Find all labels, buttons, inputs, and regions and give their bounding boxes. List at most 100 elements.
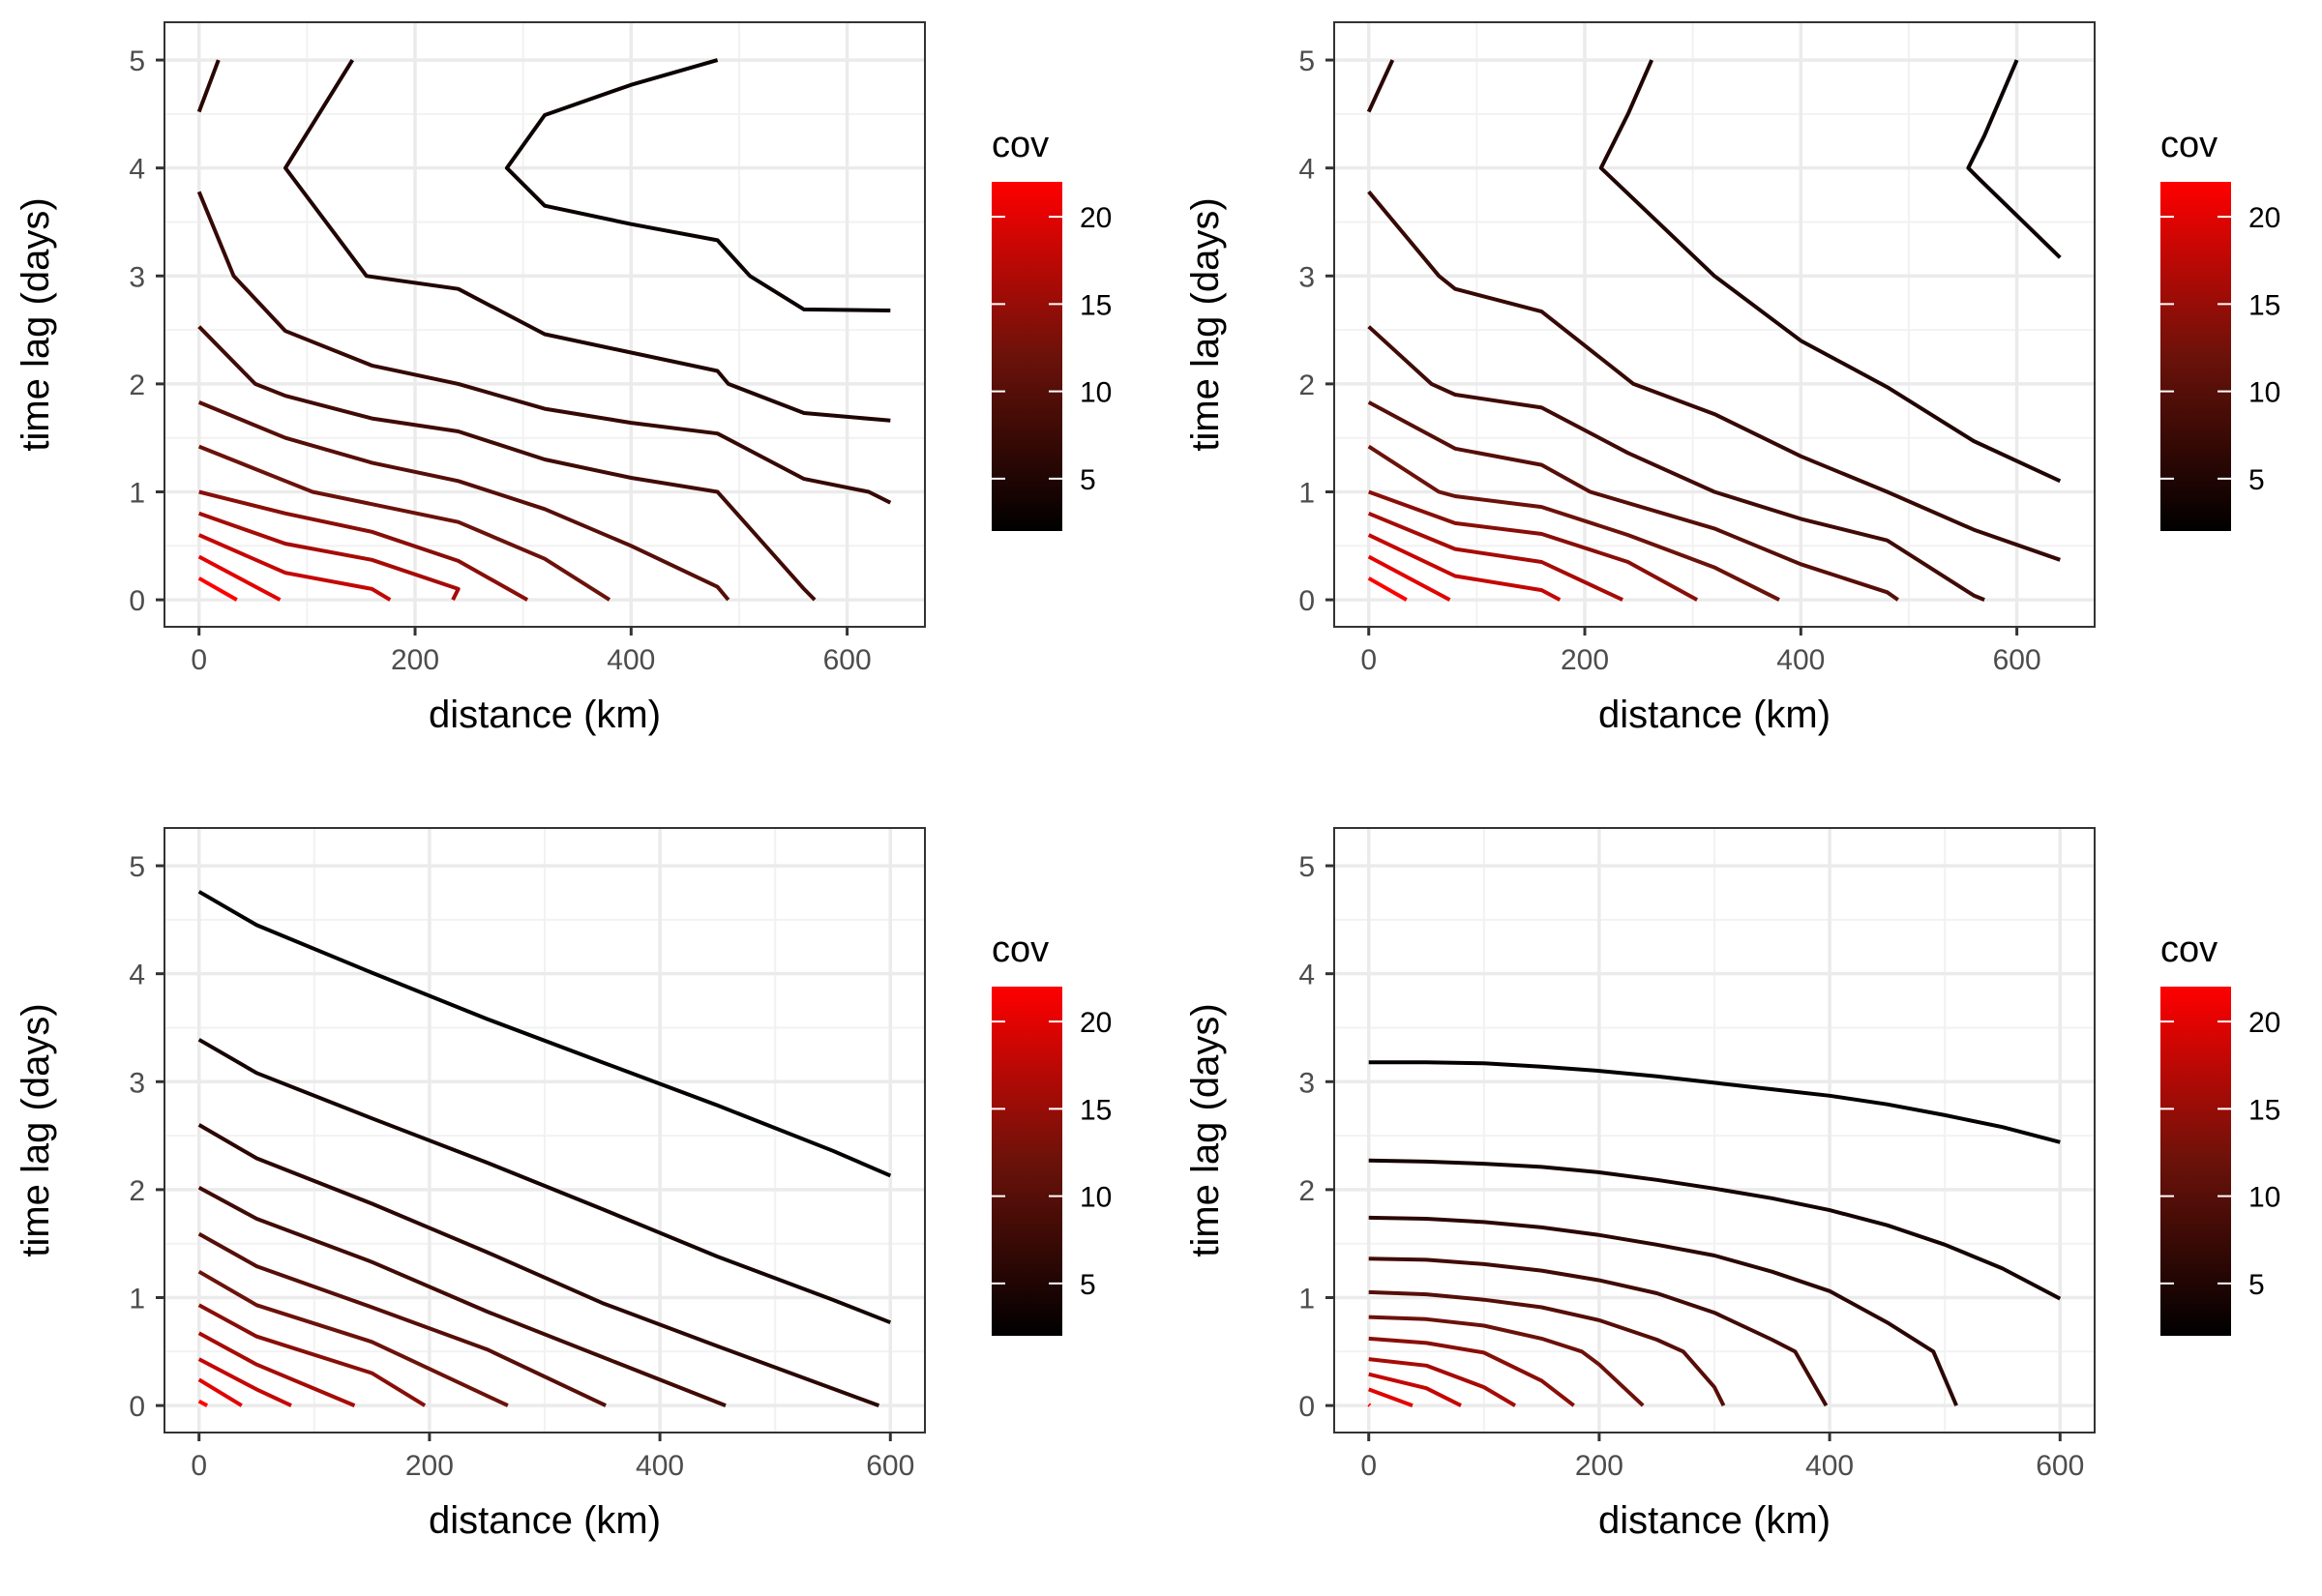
panel-top-right: 0 200 400 600 0 1 2 3 4 5 distance (km) time lag (d… — [1184, 21, 2280, 736]
x-tick-label: 400 — [1776, 644, 1825, 676]
y-tick-label: 4 — [1298, 960, 1315, 991]
y-tick-label: 2 — [1298, 1175, 1315, 1207]
legend-tick-label: 5 — [2248, 464, 2265, 496]
legend-tick-label: 10 — [2248, 1182, 2280, 1214]
legend-tick-label: 15 — [1080, 289, 1112, 321]
contour-line — [1367, 325, 1985, 602]
y-tick-label: 3 — [129, 1067, 145, 1099]
legend-tick-label: 5 — [1080, 1269, 1096, 1301]
contour-line — [197, 400, 730, 602]
legend-tick-label: 20 — [2248, 1007, 2280, 1039]
contour-line — [197, 1123, 880, 1407]
contour-line — [197, 1038, 892, 1325]
contour-line — [1368, 1060, 2061, 1144]
contour-line — [197, 890, 892, 1178]
x-tick-label: 400 — [636, 1450, 684, 1482]
contour-line — [196, 191, 892, 505]
x-axis-title: distance (km) — [429, 694, 661, 736]
x-tick-label: 200 — [1575, 1450, 1623, 1482]
y-axis-title: time lag (days) — [15, 1003, 57, 1256]
contour-line — [1368, 1289, 1726, 1406]
contour-line — [197, 1399, 209, 1407]
x-axis-title: distance (km) — [1598, 694, 1831, 736]
y-tick-label: 0 — [129, 585, 145, 617]
y-axis-title: time lag (days) — [1184, 197, 1227, 451]
contour-line — [1367, 190, 2061, 562]
x-tick-label: 0 — [191, 1450, 207, 1482]
contour-line — [1368, 1372, 1462, 1407]
y-tick-label: 3 — [1298, 261, 1315, 293]
contour-line — [1368, 1158, 2062, 1301]
contour-line — [1368, 489, 1699, 602]
y-tick-label: 2 — [1298, 369, 1315, 401]
legend-tick-label: 20 — [1080, 1007, 1112, 1039]
contour-line — [197, 533, 392, 602]
x-tick-label: 0 — [1360, 1450, 1377, 1482]
legend-title: cov — [992, 125, 1049, 165]
contour-line — [1367, 444, 1780, 602]
y-tick-label: 0 — [1298, 585, 1315, 617]
contour-line — [197, 1185, 727, 1407]
panel-border — [164, 827, 926, 1433]
plot-background — [1334, 22, 2095, 627]
panel-top-left: 0 200 400 600 0 1 2 3 4 5 distance (km) time lag (d… — [15, 21, 1112, 736]
y-tick-label: 5 — [129, 851, 145, 883]
x-tick-label: 600 — [2036, 1450, 2084, 1482]
y-tick-label: 1 — [1298, 477, 1315, 509]
contour-line — [283, 59, 891, 423]
x-axis-title: distance (km) — [429, 1499, 661, 1542]
x-tick-label: 400 — [607, 644, 655, 676]
contour-line — [1598, 59, 2062, 484]
contour-line — [197, 1331, 356, 1407]
x-tick-label: 0 — [191, 644, 207, 676]
y-tick-label: 1 — [129, 477, 145, 509]
legend-tick-label: 10 — [1080, 377, 1112, 409]
contour-line — [198, 511, 461, 601]
contour-line — [1966, 59, 2062, 259]
y-tick-label: 1 — [1298, 1283, 1315, 1315]
y-tick-label: 4 — [1298, 154, 1315, 186]
y-tick-label: 5 — [1298, 45, 1315, 77]
y-tick-label: 2 — [129, 1175, 145, 1207]
contour-line — [197, 1231, 607, 1407]
legend-tick-label: 20 — [1080, 202, 1112, 234]
y-axis-title: time lag (days) — [15, 197, 57, 451]
y-tick-label: 1 — [129, 1283, 145, 1315]
legend-tick-label: 5 — [2248, 1269, 2265, 1301]
panel-border — [1333, 21, 2096, 628]
y-tick-label: 0 — [129, 1391, 145, 1423]
legend-title: cov — [2160, 930, 2218, 970]
contour-line — [197, 444, 611, 602]
x-tick-label: 600 — [866, 1450, 914, 1482]
contour-line — [1368, 1256, 1829, 1407]
x-axis-title: distance (km) — [1598, 1499, 1831, 1542]
legend-tick-label: 5 — [1080, 464, 1096, 496]
x-tick-label: 200 — [1561, 644, 1609, 676]
x-tick-label: 600 — [823, 644, 872, 676]
panel-border — [1333, 827, 2096, 1433]
legend-gradient-bar — [2160, 182, 2231, 531]
contour-line — [197, 576, 238, 602]
contour-line — [1368, 1357, 1517, 1407]
legend-gradient-bar — [992, 182, 1062, 531]
legend-colorbar: cov 5 10 15 20 — [2160, 125, 2280, 531]
y-tick-label: 4 — [129, 960, 145, 991]
legend-tick-label: 15 — [2248, 289, 2280, 321]
y-tick-label: 5 — [129, 45, 145, 77]
y-tick-label: 3 — [1298, 1067, 1315, 1099]
x-tick-label: 200 — [391, 644, 439, 676]
legend-tick-label: 15 — [2248, 1094, 2280, 1126]
contour-line — [1367, 554, 1451, 602]
y-axis-title: time lag (days) — [1184, 1003, 1227, 1256]
legend-tick-label: 20 — [2248, 202, 2280, 234]
x-tick-label: 600 — [1993, 644, 2041, 676]
panel-border — [164, 21, 926, 628]
x-tick-label: 400 — [1805, 1450, 1854, 1482]
legend-tick-label: 15 — [1080, 1094, 1112, 1126]
legend-colorbar: cov 5 10 15 20 — [2160, 930, 2280, 1336]
panel-bottom-left: 0 200 400 600 0 1 2 3 4 5 distance (km) time lag (d… — [15, 827, 1112, 1542]
legend-title: cov — [992, 930, 1049, 970]
y-tick-label: 2 — [129, 369, 145, 401]
plot-background — [164, 22, 925, 627]
legend-colorbar: cov 5 10 15 20 — [992, 125, 1112, 531]
